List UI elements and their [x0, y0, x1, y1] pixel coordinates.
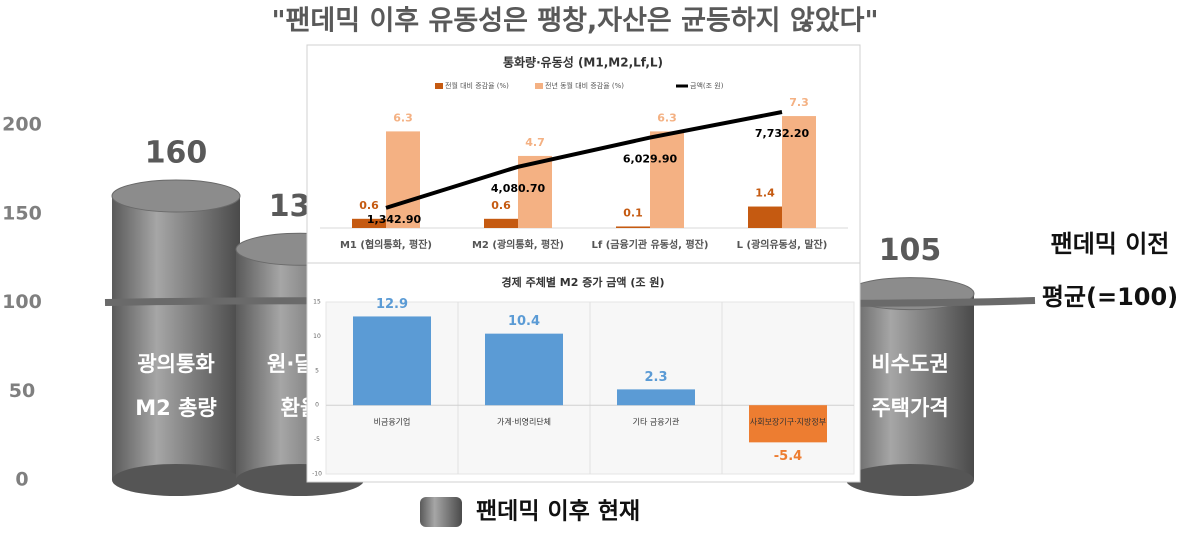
value-label: 6,029.90 [623, 153, 678, 166]
y-tick-label: 100 [2, 291, 42, 313]
value-label: 160 [145, 136, 208, 171]
value-label: 7.3 [789, 96, 809, 109]
bar [484, 218, 518, 228]
value-label: 1.4 [755, 187, 775, 200]
x-tick-label: 가계·비영리단체 [497, 417, 551, 427]
y-tick-label: 50 [9, 380, 35, 402]
value-label: 6.3 [657, 111, 677, 124]
value-label: 2.3 [644, 370, 667, 385]
value-label: 105 [879, 233, 942, 268]
cylinder-base [112, 464, 240, 496]
value-label: 1,342.90 [367, 213, 422, 226]
x-tick-label: L (광의유동성, 말잔) [737, 238, 828, 251]
x-tick-label: 비금융기업 [374, 418, 411, 427]
value-label: 4.7 [525, 136, 545, 149]
y-tick-label: 150 [2, 202, 42, 224]
bar [748, 206, 782, 228]
legend-swatch [535, 83, 543, 89]
chart-title: 통화량·유동성 (M1,M2,Lf,L) [503, 55, 663, 70]
y-tick-label: 200 [2, 114, 42, 136]
legend-swatch [420, 497, 462, 527]
bar [749, 405, 827, 443]
bar [353, 316, 431, 406]
y-tick-label: -5 [314, 436, 320, 443]
bar [485, 333, 563, 406]
y-tick-label: 15 [313, 299, 321, 306]
value-label: 0.6 [491, 199, 511, 212]
category-label: 광의통화 [137, 352, 215, 376]
value-label: 0.1 [623, 206, 643, 219]
bar [650, 131, 684, 228]
bar [352, 218, 386, 228]
bar [617, 389, 695, 406]
x-tick-label: 사회보장기구·지방정부 [750, 417, 826, 427]
bar [782, 116, 816, 228]
value-label: 12.9 [376, 297, 408, 312]
x-tick-label: Lf (금융기관 유동성, 평잔) [592, 238, 709, 251]
chart-title: 경제 주체별 M2 증가 금액 (조 원) [502, 275, 665, 289]
x-tick-label: M2 (광의통화, 평잔) [472, 238, 564, 251]
x-tick-label: 기타 금융기관 [633, 417, 680, 427]
category-label: 주택가격 [871, 396, 948, 420]
line [385, 110, 783, 210]
value-label: 6.3 [393, 111, 413, 124]
category-label: 비수도권 [871, 352, 948, 376]
value-label: 4,080.70 [491, 182, 546, 195]
legend-label: 전년 동월 대비 증감율 (%) [545, 81, 624, 90]
cylinder-body [846, 293, 974, 480]
value-label: 0.6 [359, 199, 379, 212]
value-label: -5.4 [774, 449, 802, 464]
category-label: M2 총량 [135, 396, 216, 420]
y-tick-label: 0 [315, 402, 319, 409]
y-tick-label: -10 [312, 471, 322, 478]
value-label: 7,732.20 [755, 127, 810, 140]
legend-swatch [435, 83, 443, 89]
y-tick-label: 5 [315, 367, 319, 374]
y-tick-label: 10 [313, 333, 321, 340]
bar [518, 155, 552, 228]
cylinder-body [112, 196, 240, 480]
chart-title: "팬데믹 이후 유동성은 팽창,자산은 균등하지 않았다" [271, 6, 878, 37]
legend-label: 금액(조 원) [690, 81, 724, 90]
bar [616, 226, 650, 228]
x-tick-label: M1 (협의통화, 평잔) [340, 238, 432, 251]
value-label: 10.4 [508, 314, 540, 329]
y-tick-label: 0 [15, 469, 28, 491]
reference-label: 평균(=100) [1042, 283, 1178, 311]
reference-label: 팬데믹 이전 [1051, 230, 1170, 258]
cylinder-top [111, 179, 241, 213]
cylinder-base [846, 464, 974, 496]
legend-label: 전월 대비 증감율 (%) [445, 81, 509, 90]
bar [386, 131, 420, 228]
legend-label: 팬데믹 이후 현재 [476, 499, 640, 525]
